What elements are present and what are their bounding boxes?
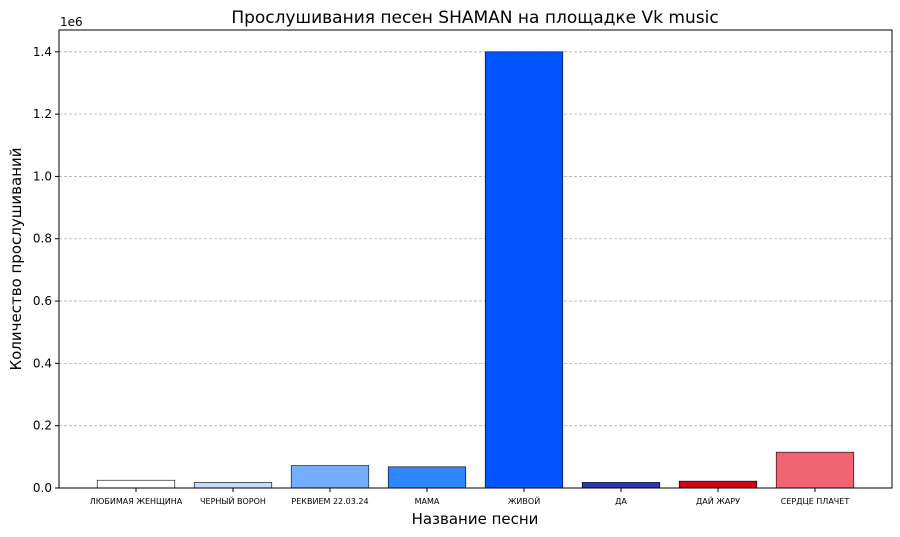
x-tick-label: СЕРДЦЕ ПЛАЧЕТ bbox=[781, 497, 850, 506]
bar bbox=[193, 482, 273, 489]
bar bbox=[581, 482, 661, 489]
grid-lines bbox=[59, 51, 892, 489]
x-axis-ticks: ЛЮБИМАЯ ЖЕНЩИНА ЧЕРНЫЙ ВОРОН РЕКВИЕМ 22.03… bbox=[90, 488, 850, 506]
bar bbox=[387, 466, 467, 489]
plot-frame bbox=[58, 29, 893, 489]
y-axis-label: Количество прослушиваний bbox=[7, 147, 25, 370]
bars bbox=[96, 51, 855, 489]
bar bbox=[678, 480, 758, 489]
x-tick-label: ДА bbox=[615, 497, 627, 506]
y-axis-ticks: 0.0 0.2 0.4 0.6 0.8 1.0 1.2 1.4 bbox=[33, 45, 59, 495]
x-axis-label: Название песни bbox=[412, 510, 539, 528]
x-tick-label: ДАЙ ЖАРУ bbox=[696, 495, 740, 506]
y-tick-label: 0.4 bbox=[33, 356, 52, 370]
chart-title: Прослушивания песен SHAMAN на площадке V… bbox=[231, 8, 718, 28]
y-tick-label: 1.2 bbox=[33, 107, 52, 121]
y-tick-label: 0.8 bbox=[33, 232, 52, 246]
y-tick-label: 1.0 bbox=[33, 169, 52, 183]
y-tick-label: 0.0 bbox=[33, 481, 52, 495]
bar bbox=[775, 451, 855, 489]
x-tick-label: РЕКВИЕМ 22.03.24 bbox=[291, 497, 368, 506]
x-tick-label: ЧЕРНЫЙ ВОРОН bbox=[200, 495, 266, 506]
bar bbox=[290, 465, 370, 489]
x-tick-label: МАМА bbox=[415, 497, 440, 506]
x-tick-label: ЖИВОЙ bbox=[508, 495, 540, 506]
y-axis-offset-label: 1e6 bbox=[60, 15, 83, 29]
x-tick-label: ЛЮБИМАЯ ЖЕНЩИНА bbox=[90, 497, 183, 506]
bar bbox=[484, 51, 564, 489]
y-tick-label: 0.6 bbox=[33, 294, 52, 308]
y-tick-label: 0.2 bbox=[33, 419, 52, 433]
y-tick-label: 1.4 bbox=[33, 45, 52, 59]
bar bbox=[96, 479, 176, 489]
